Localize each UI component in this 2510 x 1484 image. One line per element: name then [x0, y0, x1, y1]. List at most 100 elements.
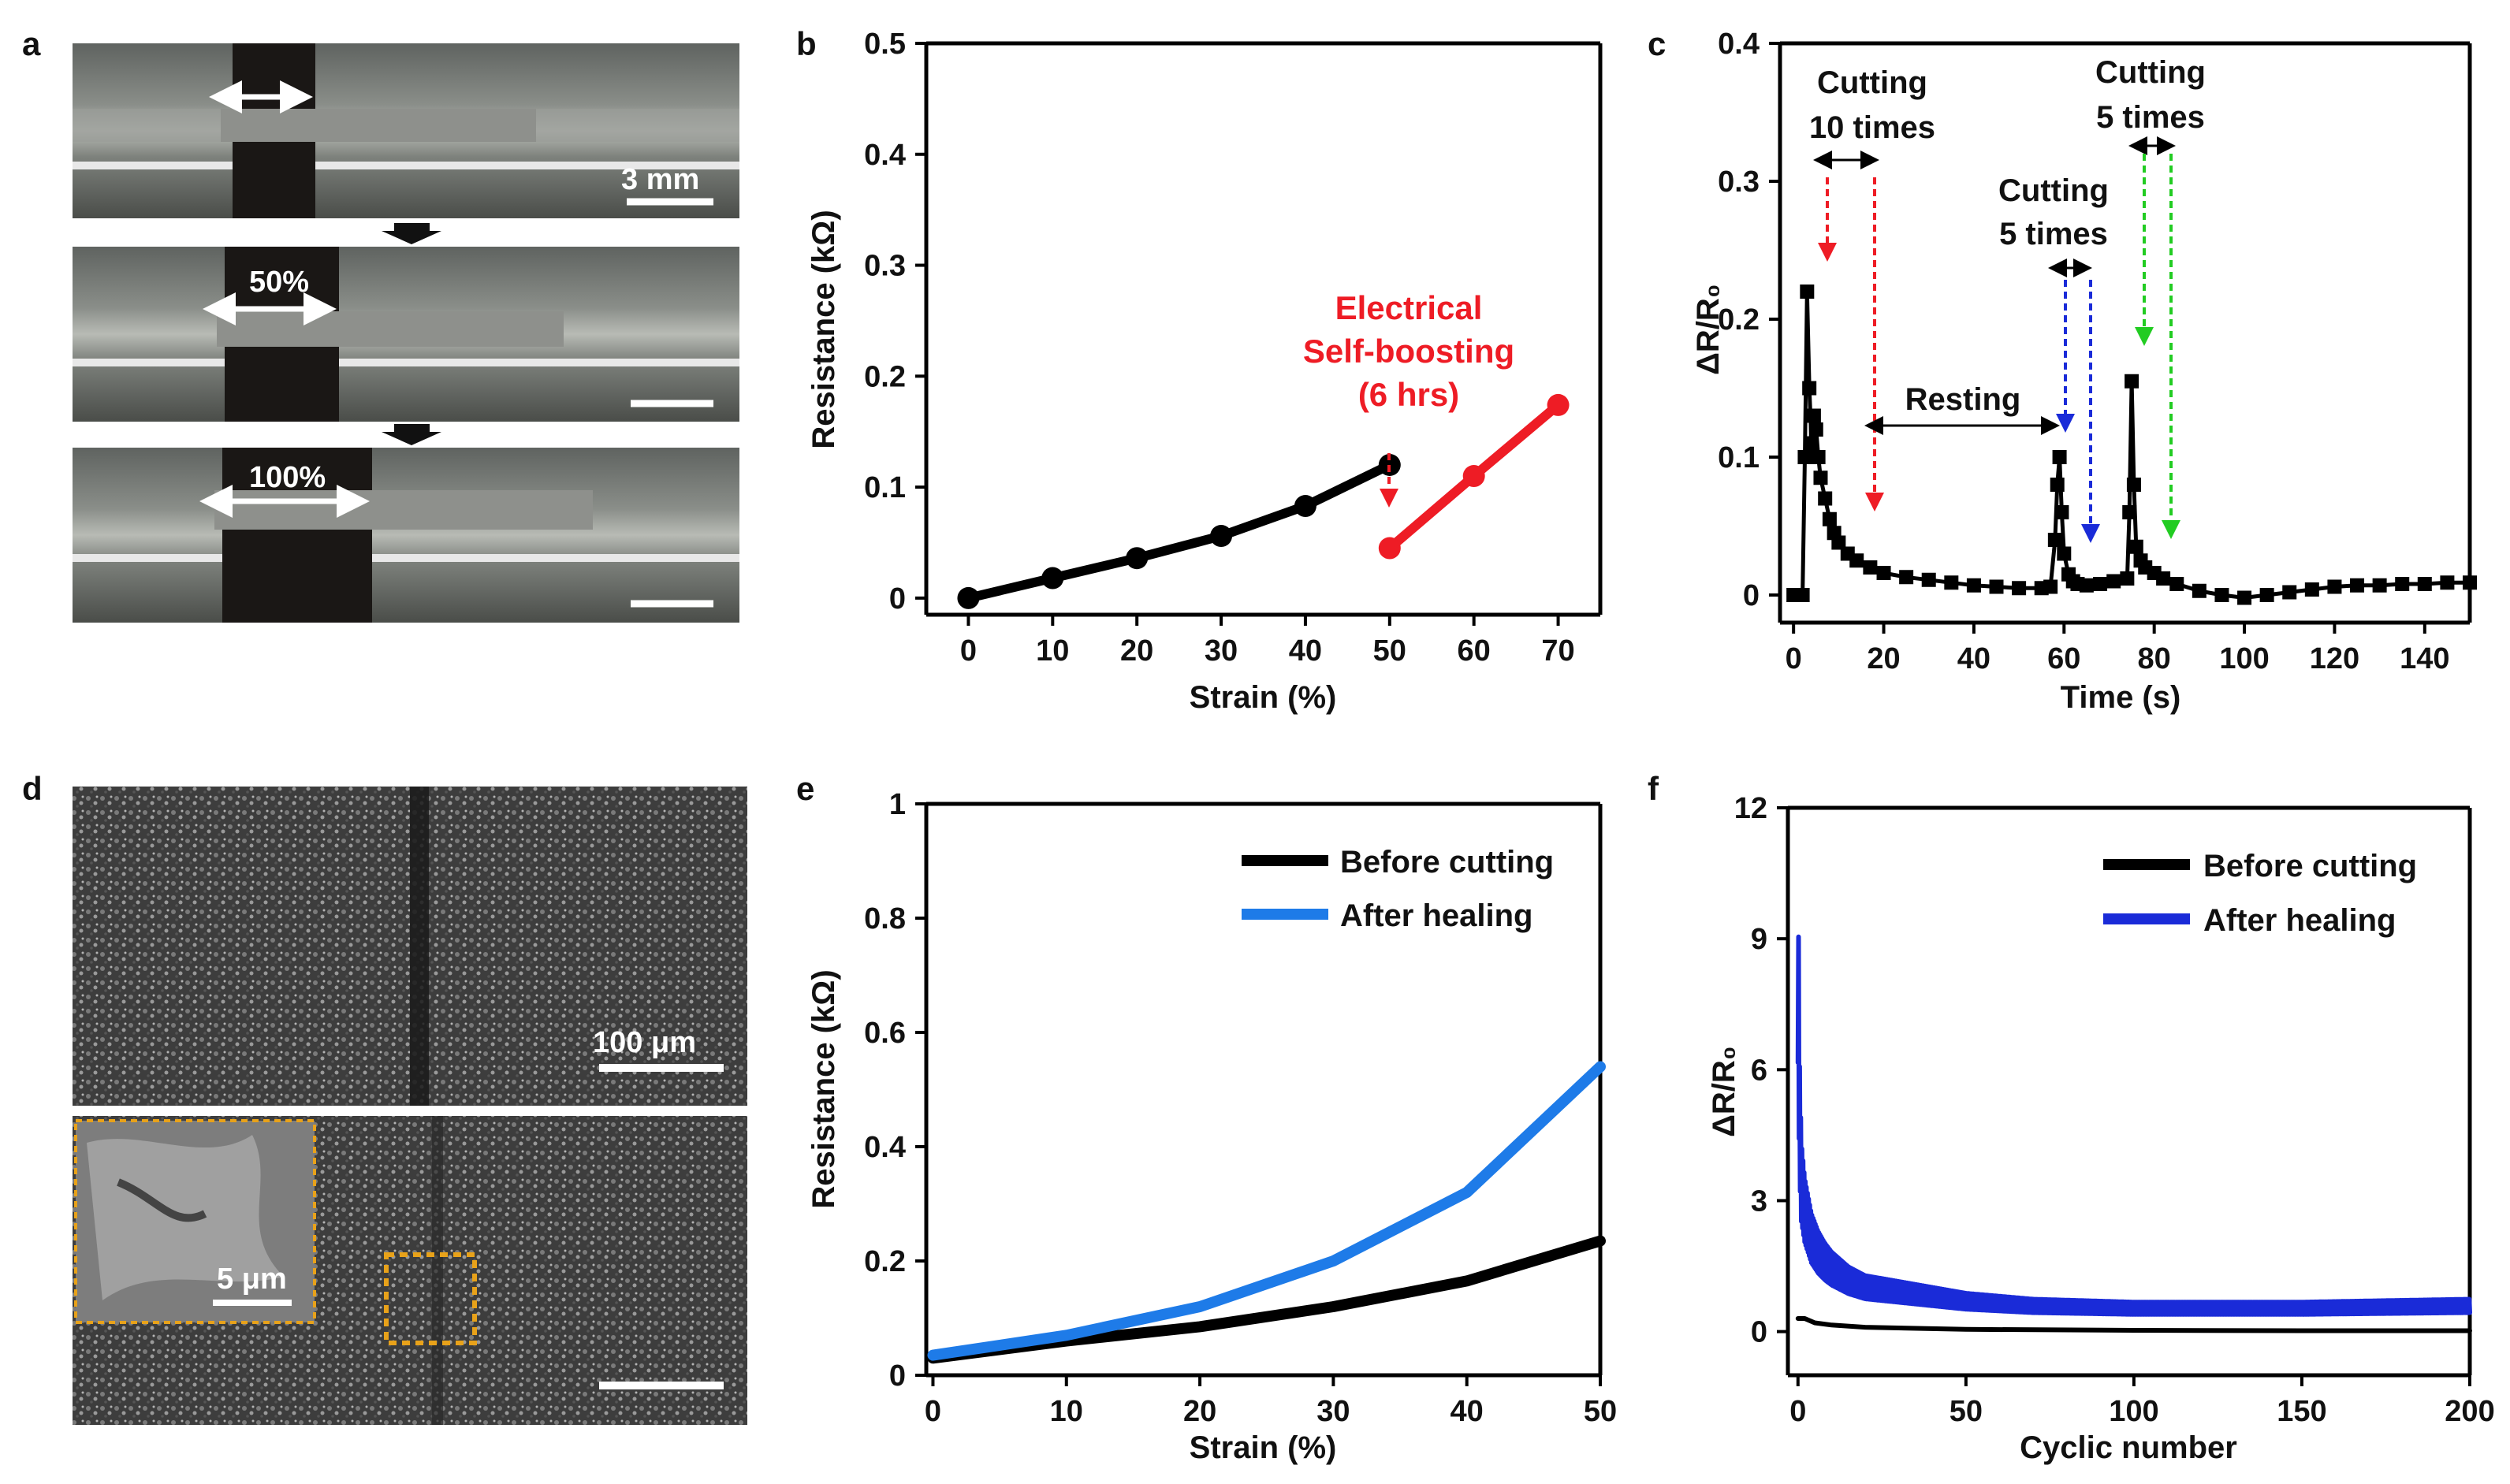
resting-annotation: Resting — [1864, 382, 2060, 435]
cutting-annotation-2: Cutting 5 times — [1998, 173, 2109, 543]
boost-annotation: Electrical Self-boosting (6 hrs) — [1303, 289, 1514, 508]
y-axis-label: ΔR/R₀ — [1691, 284, 1726, 375]
x-tick-label: 100 — [2109, 1395, 2158, 1428]
y-tick-label: 12 — [1734, 792, 1767, 825]
x-tick-label: 60 — [1458, 634, 1491, 668]
legend-label-after: After healing — [2203, 903, 2396, 938]
data-point — [2043, 579, 2058, 594]
panel-letter-c: c — [1648, 25, 1666, 62]
data-point — [957, 586, 980, 609]
data-point — [1378, 537, 1401, 560]
data-point — [2106, 574, 2121, 589]
cutting-annotation-1: Cutting 10 times — [1809, 65, 1935, 511]
annotation-text: Resting — [1905, 382, 2021, 417]
annotation-text: 5 times — [1999, 217, 2108, 251]
data-point — [1462, 465, 1485, 488]
x-tick-label: 140 — [2400, 642, 2449, 675]
data-point — [1210, 525, 1233, 548]
x-axis-label: Strain (%) — [1190, 680, 1337, 715]
y-tick-label: 0.2 — [1718, 303, 1760, 337]
data-point — [2122, 505, 2137, 519]
data-point — [1989, 579, 2004, 594]
y-tick-label: 0 — [889, 1359, 906, 1393]
sem-top: 100 μm — [73, 787, 747, 1106]
y-tick-label: 6 — [1751, 1054, 1767, 1087]
data-point — [1899, 570, 1914, 585]
y-tick-label: 0 — [1743, 579, 1760, 612]
legend-label-before: Before cutting — [1340, 845, 1554, 880]
data-point — [2259, 588, 2274, 602]
data-point — [2372, 578, 2387, 593]
series-line-after-healing — [1795, 934, 2472, 1317]
x-tick-label: 40 — [1957, 642, 1990, 675]
data-point — [2440, 575, 2455, 590]
data-point — [2120, 571, 2135, 586]
x-tick-label: 40 — [1451, 1395, 1484, 1428]
x-tick-label: 100 — [2219, 642, 2269, 675]
photo-panel-d: 100 μm 5 μm — [73, 787, 747, 1425]
x-tick-label: 50 — [1584, 1395, 1617, 1428]
x-tick-label: 70 — [1541, 634, 1574, 668]
x-tick-label: 120 — [2310, 642, 2359, 675]
data-point — [2054, 505, 2069, 519]
data-point — [2128, 539, 2143, 554]
panel-letter-b: b — [796, 25, 817, 62]
data-point — [1822, 511, 1837, 526]
sem-inset: 5 μm — [74, 1119, 316, 1324]
data-point — [2169, 577, 2184, 591]
down-arrow-icon — [382, 424, 441, 445]
data-point — [1041, 567, 1064, 590]
y-tick-label: 0.4 — [864, 1131, 906, 1164]
y-axis-label: Resistance (kΩ) — [806, 210, 841, 448]
y-tick-label: 0.4 — [1718, 28, 1760, 61]
y-tick-label: 3 — [1751, 1185, 1767, 1218]
cutting-annotation-3: Cutting 5 times — [2095, 55, 2206, 539]
legend-label-after: After healing — [1340, 898, 1532, 933]
data-point — [2237, 590, 2252, 605]
data-point — [2126, 478, 2141, 492]
data-point — [2047, 533, 2062, 547]
x-tick-label: 30 — [1316, 1395, 1350, 1428]
photo-a-bottom: 100% — [73, 448, 739, 623]
y-tick-label: 0.1 — [864, 471, 906, 504]
annotation-line-2: Self-boosting — [1303, 333, 1514, 370]
x-axis-label: Strain (%) — [1190, 1430, 1337, 1465]
annotation-text: 5 times — [2096, 100, 2205, 135]
annotation-line-3: (6 hrs) — [1358, 376, 1459, 413]
annotation-line-1: Electrical — [1335, 289, 1483, 326]
data-point — [1813, 470, 1828, 485]
x-tick-label: 30 — [1205, 634, 1238, 668]
y-tick-label: 0 — [889, 582, 906, 616]
scale-bar-label: 3 mm — [621, 163, 699, 196]
scale-bar-label: 100 μm — [593, 1026, 696, 1059]
x-tick-label: 80 — [2138, 642, 2171, 675]
x-tick-label: 0 — [1789, 1395, 1806, 1428]
y-tick-label: 0.8 — [864, 902, 906, 935]
panel-letter-d: d — [22, 770, 43, 807]
y-tick-label: 0.6 — [864, 1017, 906, 1050]
data-point — [1849, 553, 1864, 568]
data-point — [2463, 575, 2477, 590]
series-line-before-boosting — [963, 460, 1395, 603]
panel-letter-f: f — [1648, 770, 1659, 807]
photo-a-top: 3 mm — [73, 43, 739, 218]
annotation-text: Cutting — [2095, 55, 2206, 90]
y-tick-label: 9 — [1751, 923, 1767, 956]
y-tick-label: 0.3 — [864, 250, 906, 283]
data-point — [2057, 546, 2072, 561]
data-point — [1811, 450, 1826, 464]
chart-b: 0 10 20 30 40 50 60 70 0 0.1 0.2 0.3 0.4 0.5 Strain … — [806, 28, 1603, 715]
x-tick-label: 200 — [2445, 1395, 2494, 1428]
x-tick-label: 10 — [1036, 634, 1069, 668]
x-axis-label: Time (s) — [2061, 680, 2181, 715]
sem-bottom: 5 μm — [73, 1116, 747, 1425]
data-point — [1876, 566, 1891, 580]
data-point — [1800, 285, 1815, 299]
data-point — [1378, 453, 1401, 476]
y-tick-label: 0.5 — [864, 28, 906, 61]
series-line-before-cutting — [1795, 1316, 2472, 1333]
data-point — [1818, 491, 1833, 506]
down-arrow-icon — [382, 223, 441, 244]
panel-letter-a: a — [22, 25, 41, 62]
